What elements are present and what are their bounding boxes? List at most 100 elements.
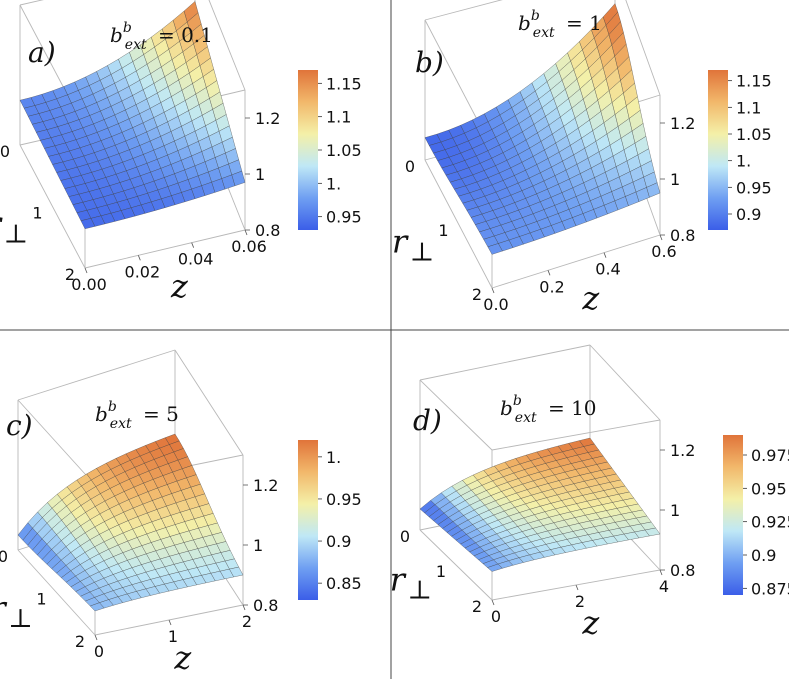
- colorbar-tick-label: 1.1: [326, 108, 351, 127]
- parameter-annotation: bb ext = 5: [95, 399, 179, 432]
- z-tick-mark: [168, 619, 172, 626]
- z-tick-label: 4: [659, 577, 669, 596]
- colorbar: [298, 70, 318, 230]
- r-tick-label: 1: [438, 221, 448, 240]
- surface-plot: [419, 437, 661, 572]
- colorbar-tick-label: 1.15: [326, 74, 362, 93]
- r-tick-label: 1: [36, 590, 46, 609]
- v-tick-label: 1: [255, 165, 265, 184]
- v-tick-label: 0.8: [253, 596, 278, 615]
- colorbar-tick-label: 1.15: [736, 72, 772, 91]
- z-axis-label: z: [173, 639, 192, 677]
- v-tick-label: 0.8: [670, 226, 695, 245]
- r-axis-label: r: [0, 205, 3, 243]
- colorbar-tick-label: 0.9: [736, 205, 761, 224]
- r-axis-label: r: [390, 561, 407, 599]
- v-tick-label: 0.8: [670, 561, 695, 580]
- bounding-box-edge: [19, 0, 44, 6]
- z-tick-label: 0.6: [651, 242, 676, 261]
- colorbar-tick-label: 0.85: [326, 574, 362, 593]
- colorbar-tick-label: 1.: [736, 152, 751, 171]
- bounding-box-edge: [17, 349, 176, 401]
- bounding-box-edge: [419, 529, 493, 601]
- bounding-box-edge: [625, 0, 661, 96]
- colorbar-tick-label: 1.: [326, 174, 341, 193]
- z-tick-label: 1: [168, 627, 178, 646]
- r-axis-label: r: [0, 589, 7, 627]
- colorbar-tick-label: 1.: [326, 448, 341, 467]
- colorbar-tick-label: 1.05: [736, 125, 772, 144]
- colorbar-tick-label: 0.975: [751, 446, 789, 465]
- surface-plot: [17, 433, 244, 612]
- parameter-annotation: bb ext = 0.1: [110, 20, 213, 53]
- z-tick-label: 0: [491, 607, 501, 626]
- z-tick-mark: [491, 287, 495, 294]
- panel-label: d): [413, 404, 442, 437]
- v-tick-label: 1: [253, 536, 263, 555]
- surface-cell: [231, 170, 246, 187]
- surface-plot: [19, 0, 246, 230]
- v-tick-label: 1: [670, 501, 680, 520]
- panel-label: b): [415, 46, 444, 79]
- bounding-box-edge: [491, 234, 661, 289]
- surface-plot: [424, 3, 661, 255]
- v-tick-label: 1.2: [670, 114, 695, 133]
- z-tick-mark: [575, 584, 579, 591]
- r-tick-label: 1: [436, 562, 446, 581]
- z-tick-mark: [94, 634, 98, 641]
- parameter-annotation: bb ext = 10: [500, 393, 597, 426]
- r-tick-label: 1: [32, 204, 42, 223]
- surface-cell: [646, 182, 661, 198]
- r-tick-label: 0: [400, 527, 410, 546]
- r-axis-subscript: ⊥: [408, 576, 432, 606]
- panel-b: 0.0 0.2 0.4 0.6 0 1 2 0.8 1 1.2 z r ⊥ b) bb ext = 1 1.15…: [392, 0, 772, 317]
- v-tick-label: 0.8: [255, 221, 280, 240]
- v-tick-label: 1.2: [670, 441, 695, 460]
- z-axis-label: z: [581, 604, 600, 642]
- colorbar: [298, 440, 318, 600]
- bounding-box-edge: [84, 229, 246, 269]
- z-tick-mark: [191, 242, 195, 248]
- colorbar: [708, 70, 728, 230]
- colorbar-tick-label: 0.875: [751, 579, 789, 598]
- r-axis-label: r: [392, 222, 409, 260]
- colorbar-tick-label: 0.95: [326, 490, 362, 509]
- colorbar-tick-label: 0.95: [751, 479, 787, 498]
- bounding-box-edge: [424, 159, 493, 289]
- z-tick-mark: [244, 229, 248, 236]
- r-axis-subscript: ⊥: [410, 237, 434, 267]
- v-tick-label: 1: [670, 170, 680, 189]
- z-tick-mark: [659, 569, 663, 576]
- z-tick-mark: [242, 604, 246, 611]
- colorbar-tick-label: 0.925: [751, 513, 789, 532]
- z-tick-mark: [547, 270, 551, 276]
- bounding-box-edge: [589, 344, 661, 421]
- surface-cell: [644, 527, 661, 537]
- parameter-annotation: bb ext = 1: [518, 8, 602, 41]
- bounding-box-edge: [419, 379, 493, 451]
- colorbar-tick-label: 0.95: [326, 208, 362, 227]
- z-tick-label: 0.2: [539, 277, 564, 296]
- z-tick-label: 0.00: [71, 275, 107, 294]
- z-tick-label: 0: [94, 642, 104, 661]
- panel-label: a): [28, 36, 56, 69]
- r-tick-label: 0: [0, 142, 10, 161]
- colorbar-tick-label: 0.95: [736, 178, 772, 197]
- bounding-box-edge: [17, 399, 96, 486]
- z-tick-mark: [84, 267, 88, 274]
- z-tick-label: 0.0: [483, 295, 508, 314]
- colorbar-tick-label: 1.05: [326, 141, 362, 160]
- colorbar-tick-label: 1.1: [736, 98, 761, 117]
- bounding-box-edge: [17, 549, 96, 636]
- v-tick-label: 1.2: [253, 476, 278, 495]
- z-tick-mark: [659, 234, 663, 241]
- bounding-box-edge: [424, 0, 503, 21]
- bounding-box-edge: [19, 144, 86, 269]
- v-tick-label: 1.2: [255, 109, 280, 128]
- bounding-box-edge: [174, 349, 244, 456]
- z-tick-mark: [491, 599, 495, 606]
